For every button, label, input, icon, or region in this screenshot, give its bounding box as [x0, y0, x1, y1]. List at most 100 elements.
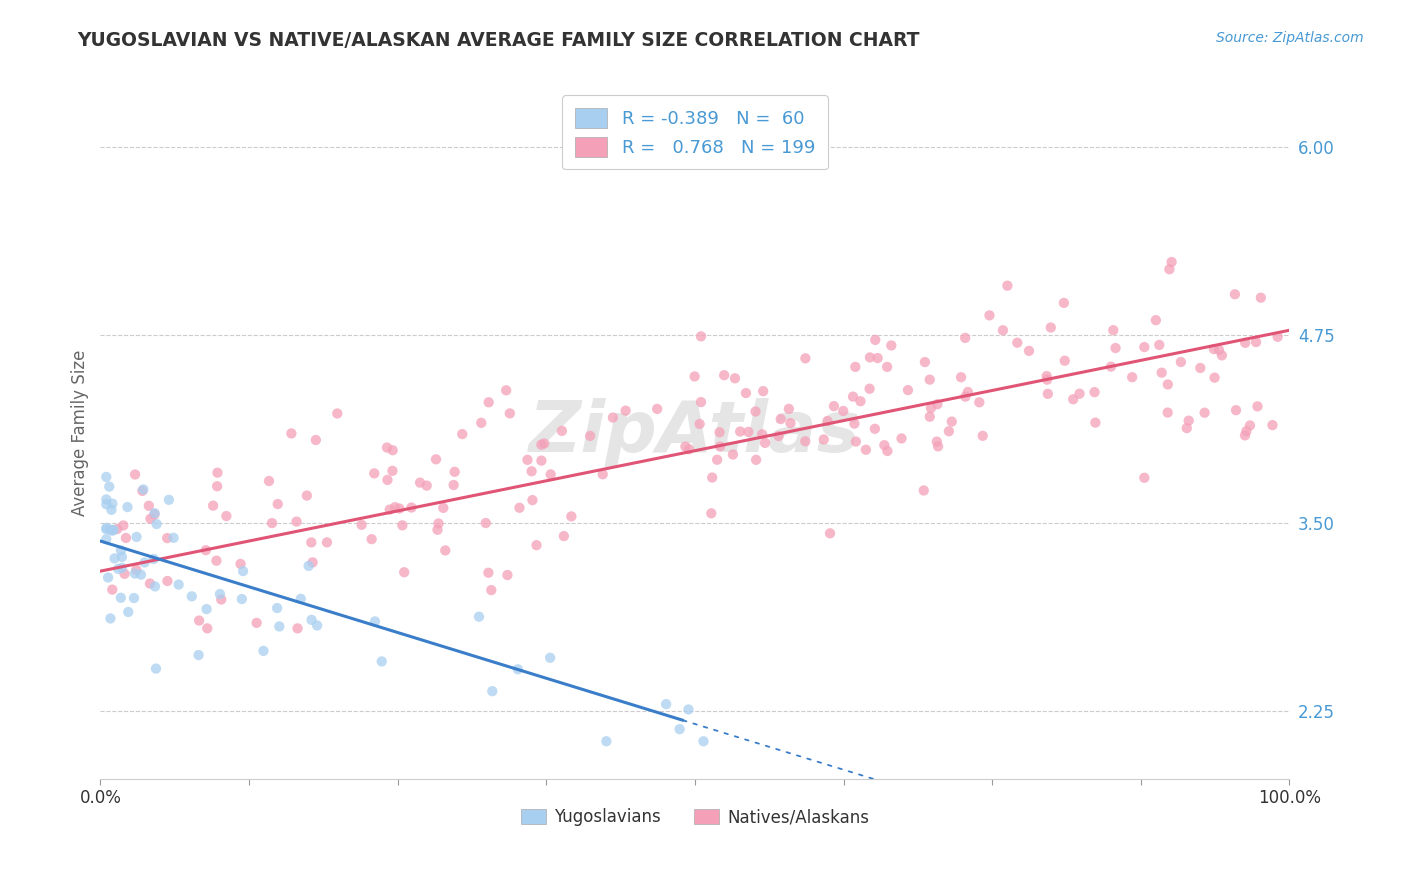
Point: [927, 439, 949, 453]
Point: [876, 444, 898, 458]
Text: Source: ZipAtlas.com: Source: ZipAtlas.com: [1216, 31, 1364, 45]
Point: [409, 475, 432, 490]
Point: [1039, 320, 1062, 334]
Point: [143, 508, 166, 522]
Point: [735, 386, 758, 401]
Point: [388, 501, 411, 516]
Point: [692, 734, 714, 748]
Point: [752, 384, 775, 399]
Point: [538, 650, 561, 665]
Point: [794, 434, 817, 449]
Point: [779, 416, 801, 430]
Point: [208, 587, 231, 601]
Point: [231, 592, 253, 607]
Point: [101, 524, 124, 538]
Point: [700, 506, 723, 520]
Point: [125, 563, 148, 577]
Point: [920, 401, 942, 416]
Point: [363, 467, 385, 481]
Point: [530, 438, 553, 452]
Point: [579, 429, 602, 443]
Point: [1234, 424, 1257, 438]
Point: [1053, 296, 1076, 310]
Point: [103, 523, 125, 537]
Point: [728, 425, 751, 439]
Point: [1121, 370, 1143, 384]
Point: [832, 404, 855, 418]
Point: [138, 499, 160, 513]
Point: [103, 551, 125, 566]
Point: [516, 453, 538, 467]
Point: [768, 429, 790, 443]
Point: [156, 574, 179, 588]
Point: [938, 424, 960, 438]
Point: [269, 619, 291, 633]
Point: [205, 479, 228, 493]
Point: [859, 351, 882, 365]
Point: [1069, 386, 1091, 401]
Point: [391, 518, 413, 533]
Point: [392, 566, 415, 580]
Point: [823, 399, 845, 413]
Point: [1157, 406, 1180, 420]
Point: [655, 697, 678, 711]
Point: [678, 442, 700, 457]
Point: [401, 500, 423, 515]
Point: [478, 395, 501, 409]
Point: [530, 453, 553, 467]
Point: [434, 543, 457, 558]
Point: [1233, 428, 1256, 442]
Point: [520, 464, 543, 478]
Point: [737, 425, 759, 439]
Point: [1084, 416, 1107, 430]
Point: [209, 592, 232, 607]
Point: [818, 526, 841, 541]
Point: [145, 517, 167, 532]
Point: [427, 516, 450, 531]
Point: [96, 470, 118, 484]
Point: [205, 554, 228, 568]
Point: [690, 329, 713, 343]
Point: [721, 448, 744, 462]
Point: [350, 517, 373, 532]
Point: [912, 483, 935, 498]
Text: YUGOSLAVIAN VS NATIVE/ALASKAN AVERAGE FAMILY SIZE CORRELATION CHART: YUGOSLAVIAN VS NATIVE/ALASKAN AVERAGE FA…: [77, 31, 920, 50]
Point: [364, 615, 387, 629]
Point: [614, 403, 637, 417]
Point: [880, 338, 903, 352]
Point: [855, 442, 877, 457]
Point: [1083, 385, 1105, 400]
Point: [307, 618, 329, 632]
Point: [443, 465, 465, 479]
Point: [595, 734, 617, 748]
Point: [111, 549, 134, 564]
Point: [1239, 418, 1261, 433]
Point: [845, 434, 868, 449]
Point: [194, 543, 217, 558]
Point: [842, 390, 865, 404]
Point: [375, 441, 398, 455]
Point: [384, 500, 406, 515]
Point: [125, 530, 148, 544]
Point: [690, 395, 713, 409]
Point: [156, 531, 179, 545]
Point: [180, 590, 202, 604]
Point: [709, 440, 731, 454]
Point: [683, 369, 706, 384]
Text: ZipAtlas: ZipAtlas: [529, 398, 860, 467]
Point: [475, 516, 498, 530]
Point: [207, 466, 229, 480]
Point: [1194, 406, 1216, 420]
Point: [232, 564, 254, 578]
Point: [479, 583, 502, 598]
Point: [1267, 330, 1289, 344]
Point: [863, 422, 886, 436]
Point: [1246, 400, 1268, 414]
Point: [979, 309, 1001, 323]
Point: [969, 395, 991, 409]
Point: [443, 478, 465, 492]
Point: [260, 516, 283, 530]
Point: [110, 543, 132, 558]
Point: [1189, 361, 1212, 376]
Point: [252, 644, 274, 658]
